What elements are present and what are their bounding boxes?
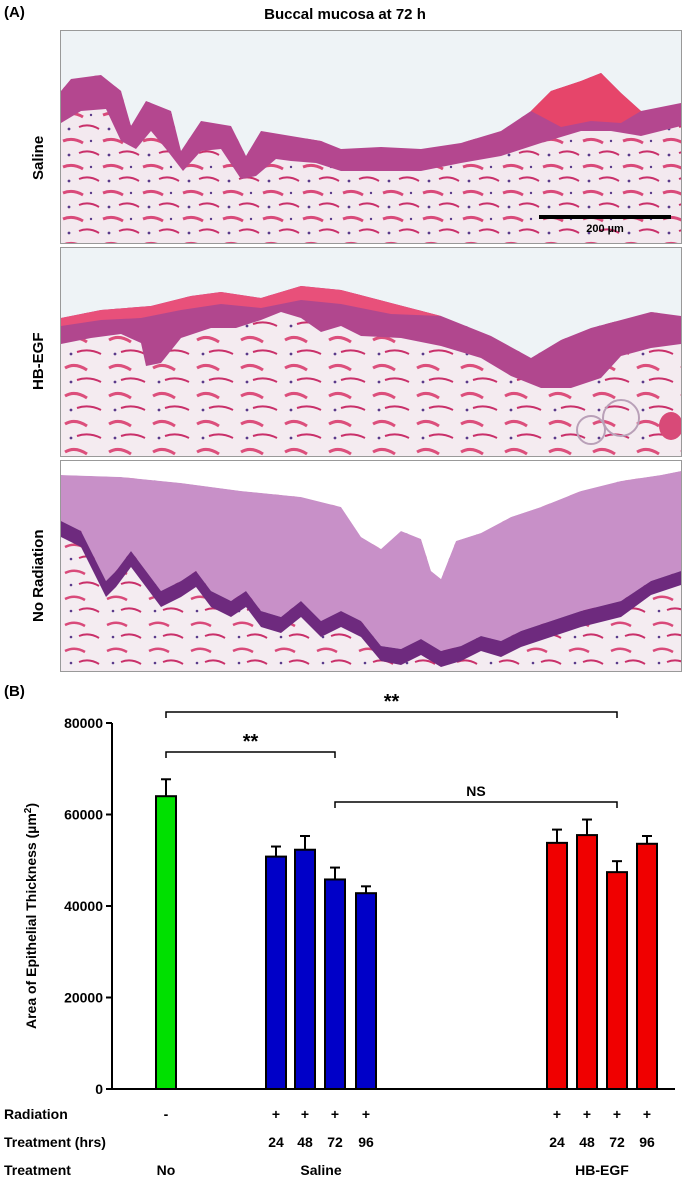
y-tick-label: 40000	[64, 898, 103, 914]
significance-label: **	[384, 691, 400, 713]
bars-group	[155, 778, 658, 1090]
significance-bracket	[165, 711, 618, 718]
radiation-marker: +	[552, 1106, 562, 1122]
panel-a-label: (A)	[4, 4, 25, 21]
bar	[546, 841, 568, 1090]
bar	[636, 842, 658, 1090]
bar	[606, 871, 628, 1090]
significance-label: NS	[466, 783, 485, 799]
y-tick-label: 80000	[64, 715, 103, 731]
significance-label: **	[243, 731, 259, 753]
treatment-hours-label: 24	[549, 1134, 565, 1150]
treatment-hours-label: 24	[268, 1134, 284, 1150]
scale-bar-label: 200 µm	[586, 223, 624, 235]
treatment-group-label: No	[156, 1162, 176, 1178]
y-axis-label: Area of Epithelial Thickness (µm2)	[23, 803, 40, 1029]
treatment-hours-label: 72	[609, 1134, 625, 1150]
radiation-marker: +	[271, 1106, 281, 1122]
significance-bracket	[334, 801, 618, 808]
radiation-marker: +	[300, 1106, 310, 1122]
row-label-no-radiation: No Radiation	[30, 529, 47, 623]
bar	[155, 795, 177, 1090]
micrograph-saline: 200 µm	[60, 30, 682, 244]
row-label-radiation: Radiation	[4, 1106, 68, 1122]
y-tick-label: 20000	[64, 990, 103, 1006]
bar	[324, 878, 346, 1090]
treatment-hours-label: 96	[639, 1134, 655, 1150]
panel-a-title: Buccal mucosa at 72 h	[264, 6, 426, 23]
treatment-group-label: Saline	[300, 1162, 342, 1178]
radiation-marker: +	[642, 1106, 652, 1122]
bar	[355, 892, 377, 1090]
bar-chart: Area of Epithelial Thickness (µm2) 0 2000…	[23, 691, 675, 1097]
radiation-marker: -	[163, 1106, 169, 1122]
row-label-treatment-hrs: Treatment (hrs)	[4, 1134, 106, 1150]
y-axis-ticks: 0 20000 40000 60000 80000	[64, 715, 675, 1097]
row-label-hb-egf: HB-EGF	[30, 332, 47, 391]
treatment-group-label: HB-EGF	[575, 1162, 629, 1178]
row-label-treatment: Treatment	[4, 1162, 71, 1178]
treatment-hours-label: 96	[358, 1134, 374, 1150]
radiation-marker: +	[582, 1106, 592, 1122]
treatment-hours-label: 72	[327, 1134, 343, 1150]
radiation-marker: +	[330, 1106, 340, 1122]
row-label-saline: Saline	[30, 135, 47, 180]
panel-b-label: (B)	[4, 683, 25, 700]
micrograph-hb-egf	[60, 247, 682, 457]
y-tick-label: 60000	[64, 807, 103, 823]
bar	[576, 834, 598, 1090]
bar	[294, 848, 316, 1090]
radiation-marker: +	[612, 1106, 622, 1122]
micrograph-no-radiation	[60, 460, 682, 672]
significance-bracket	[165, 751, 336, 758]
treatment-hours-label: 48	[579, 1134, 595, 1150]
radiation-marker: +	[361, 1106, 371, 1122]
treatment-hours-label: 48	[297, 1134, 313, 1150]
significance-brackets: ** ** NS	[165, 691, 618, 808]
bar	[265, 855, 287, 1090]
y-tick-label: 0	[95, 1081, 103, 1097]
